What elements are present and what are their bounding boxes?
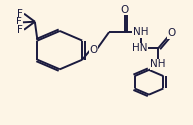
Text: O: O bbox=[167, 28, 176, 38]
Text: F: F bbox=[16, 17, 22, 27]
Text: O: O bbox=[121, 5, 129, 15]
Text: F: F bbox=[17, 25, 23, 35]
Text: F: F bbox=[17, 9, 23, 19]
Text: NH: NH bbox=[150, 59, 166, 69]
Text: HN: HN bbox=[132, 43, 148, 53]
Text: O: O bbox=[89, 45, 97, 55]
Text: NH: NH bbox=[133, 27, 148, 37]
